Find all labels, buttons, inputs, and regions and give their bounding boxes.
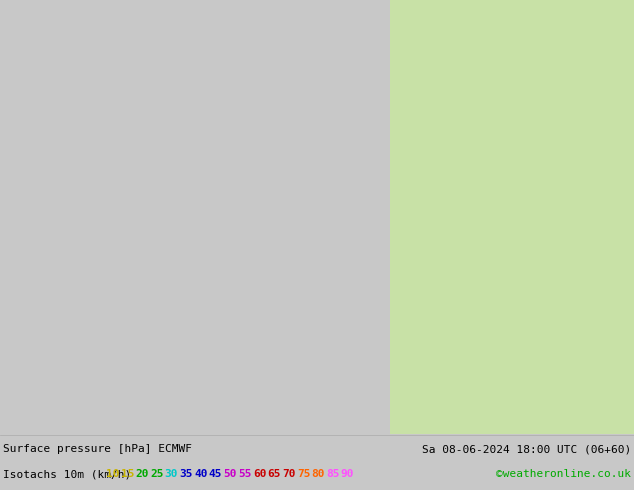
Text: 40: 40 [194,469,207,479]
Text: 45: 45 [209,469,223,479]
Text: Surface pressure [hPa] ECMWF: Surface pressure [hPa] ECMWF [3,444,192,454]
Text: 50: 50 [223,469,237,479]
Text: 90: 90 [341,469,354,479]
Text: 75: 75 [297,469,310,479]
Text: 25: 25 [150,469,164,479]
Text: 55: 55 [238,469,252,479]
Text: ©weatheronline.co.uk: ©weatheronline.co.uk [496,469,631,479]
Text: 30: 30 [165,469,178,479]
Text: 80: 80 [311,469,325,479]
Polygon shape [390,0,634,434]
Text: 15: 15 [120,469,134,479]
Text: 85: 85 [326,469,340,479]
Text: 20: 20 [135,469,149,479]
Text: Isotachs 10m (km/h): Isotachs 10m (km/h) [3,469,131,479]
Text: Sa 08-06-2024 18:00 UTC (06+60): Sa 08-06-2024 18:00 UTC (06+60) [422,444,631,454]
Text: 65: 65 [268,469,281,479]
Text: 60: 60 [253,469,266,479]
Text: 10: 10 [106,469,119,479]
Text: 35: 35 [179,469,193,479]
Text: 70: 70 [282,469,295,479]
